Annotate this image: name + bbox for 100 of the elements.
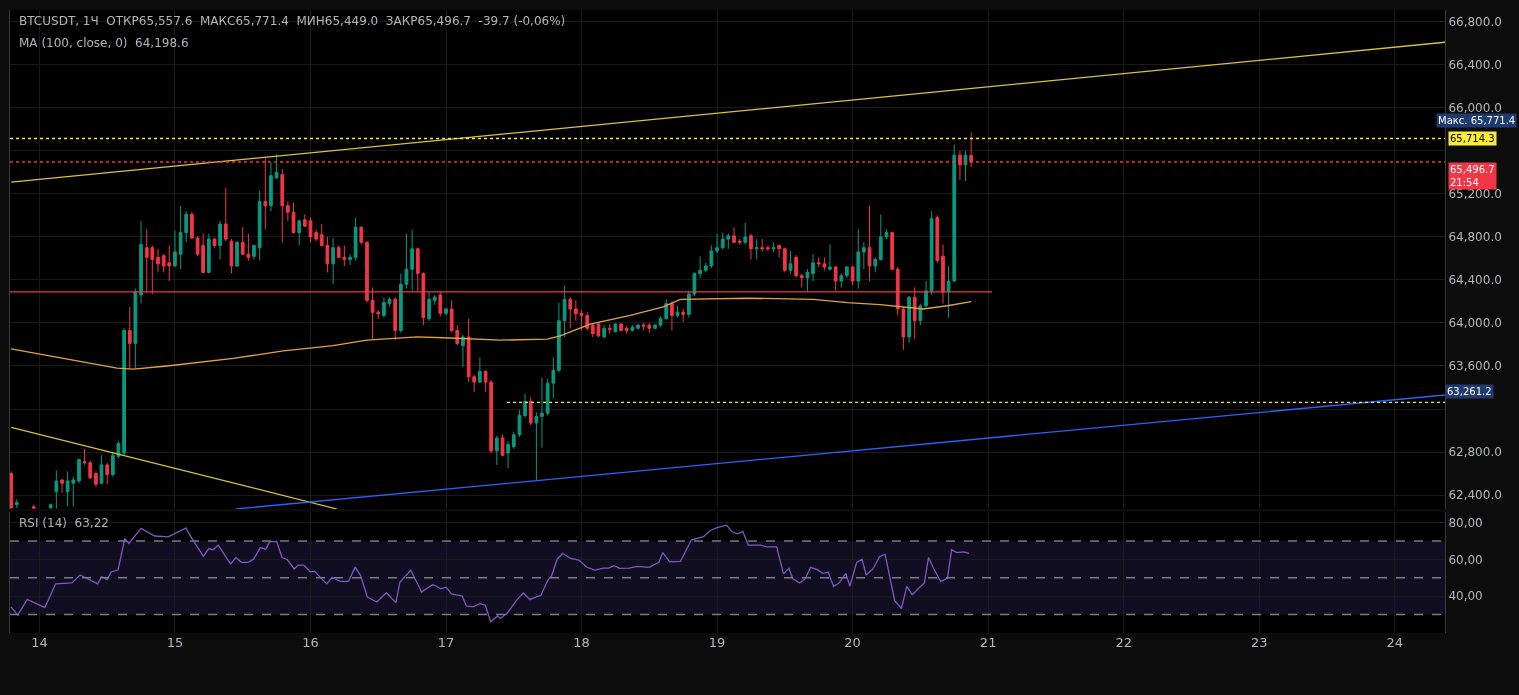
candlestick [698, 255, 702, 279]
candlestick [873, 256, 878, 273]
candlestick [285, 200, 290, 222]
candlestick [856, 228, 861, 290]
candlestick [48, 503, 53, 509]
candlestick [732, 226, 736, 244]
y-tick-label: 63,600.0 [1448, 359, 1502, 374]
candlestick [861, 241, 866, 270]
candlestick [274, 153, 279, 180]
candlestick [359, 225, 364, 245]
candlestick [461, 334, 465, 368]
candlestick [777, 243, 781, 258]
candlestick [845, 265, 849, 279]
chart-title: RSI (14) 63,22 [19, 516, 109, 530]
candlestick [907, 295, 911, 343]
chart-title: BTCUSDT, 1Ч ОТКР65,557.6 МАКС65,771.4 МИН65,449.0 ЗАКР65,496.7 -39.7 (-0,06%) [19, 14, 566, 28]
candlestick [297, 219, 302, 247]
candlestick [607, 323, 612, 335]
candlestick [602, 324, 607, 339]
candlestick [444, 307, 448, 316]
ref-line-label: 65,714.3 [1450, 133, 1495, 144]
candlestick [749, 233, 753, 261]
candlestick [410, 228, 414, 292]
candlestick [811, 253, 815, 282]
candlestick [291, 202, 296, 235]
candlestick [670, 300, 674, 331]
y-tick-label: 64,800.0 [1448, 230, 1502, 245]
candlestick [427, 291, 431, 322]
candlestick [715, 233, 719, 254]
candlestick [218, 220, 222, 261]
x-tick-label: 16 [302, 635, 319, 650]
candlestick [269, 162, 273, 212]
y-tick-label: 66,800.0 [1448, 15, 1502, 30]
candlestick [122, 327, 126, 456]
y-tick-label: 65,200.0 [1448, 187, 1502, 202]
candlestick [94, 470, 98, 487]
candlestick [805, 268, 810, 293]
candlestick [31, 504, 36, 510]
candlestick [754, 238, 759, 261]
candlestick [331, 237, 335, 285]
x-tick-label: 19 [708, 635, 726, 650]
candlestick [557, 302, 561, 373]
candlestick [799, 272, 804, 288]
candlestick [14, 498, 19, 509]
candlestick [867, 205, 872, 282]
candlestick [252, 243, 256, 261]
candlestick [105, 462, 110, 485]
candlestick [782, 247, 787, 273]
candlestick [850, 265, 855, 286]
candlestick [10, 470, 14, 509]
candlestick [540, 377, 544, 449]
candlestick [839, 272, 844, 288]
candlestick [99, 454, 104, 485]
candlestick [771, 241, 776, 253]
x-tick-label: 21 [979, 635, 997, 650]
candlestick [619, 322, 623, 333]
candlestick [528, 396, 533, 426]
line-series [10, 297, 972, 370]
candlestick [139, 220, 143, 305]
candlestick [257, 190, 262, 262]
candlestick [348, 253, 352, 266]
candlestick [613, 322, 618, 334]
candlestick [573, 299, 578, 322]
candlestick [675, 305, 680, 319]
ref-line-label: 65,496.7 21:54 [1450, 164, 1495, 188]
candlestick [523, 393, 527, 419]
candlestick [173, 229, 177, 268]
candlestick [636, 323, 640, 330]
x-tick-label: 20 [844, 635, 861, 650]
candlestick [314, 228, 319, 242]
x-tick-label: 17 [437, 635, 455, 650]
candlestick [924, 280, 928, 309]
x-tick-label: 22 [1115, 635, 1132, 650]
candlestick [223, 186, 228, 242]
candlestick [562, 284, 567, 338]
candlestick [794, 254, 798, 279]
candlestick [77, 457, 81, 484]
x-tick-label: 15 [166, 635, 184, 650]
y-tick-label: 62,400.0 [1448, 488, 1502, 503]
x-tick-label: 18 [573, 635, 590, 650]
candlestick [280, 168, 285, 243]
y-tick-label: 66,000.0 [1448, 101, 1502, 116]
candlestick [494, 435, 499, 466]
candlestick [54, 469, 59, 509]
candlestick [890, 231, 895, 271]
candlestick [229, 238, 234, 274]
candlestick [190, 211, 194, 240]
y-tick-label: 80,00 [1448, 515, 1483, 530]
candlestick [929, 210, 934, 296]
candlestick [353, 217, 358, 262]
candlestick [737, 238, 742, 245]
candlestick [766, 245, 770, 252]
candlestick [743, 222, 748, 245]
candlestick [653, 323, 657, 330]
y-tick-label: 64,000.0 [1448, 316, 1502, 331]
y-tick-label: 60,00 [1448, 552, 1483, 567]
candlestick [212, 237, 217, 249]
candlestick [506, 440, 510, 469]
candlestick [127, 306, 132, 369]
candlestick [206, 233, 211, 274]
